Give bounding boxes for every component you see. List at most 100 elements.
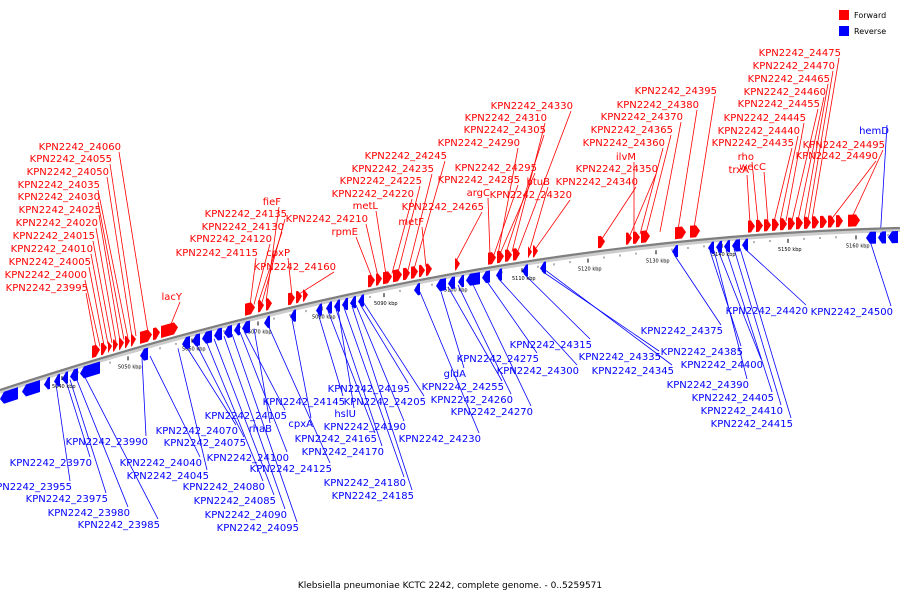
leader-line — [779, 135, 799, 222]
reverse-gene — [482, 270, 490, 284]
gene-label: KPN2242_24060 — [39, 142, 121, 153]
leader-line — [267, 324, 331, 464]
forward-gene — [376, 273, 382, 286]
scale-tick-label: 5060 kbp — [182, 347, 206, 353]
leader-line — [421, 226, 427, 267]
gene-label: KPN2242_24400 — [681, 360, 763, 371]
gene-label: KPN2242_24145 — [263, 397, 345, 408]
leader-line — [253, 243, 271, 305]
gene-label: KPN2242_24045 — [127, 471, 209, 482]
leader-line — [231, 333, 298, 523]
leader-line — [471, 282, 532, 407]
leader-line — [291, 319, 312, 419]
gene-label: wecC — [739, 162, 766, 173]
gene-label: KPN2242_24120 — [190, 234, 272, 245]
leader-line — [739, 248, 792, 419]
leader-line — [659, 121, 682, 232]
leader-line — [751, 161, 759, 223]
forward-gene — [820, 215, 827, 228]
gene-label: KPN2242_24125 — [250, 464, 332, 475]
leader-line — [355, 236, 373, 278]
forward-gene — [101, 342, 107, 356]
gene-labels: lacY KPN2242_23995 KPN2242_24000 KPN2242_24… — [0, 48, 893, 534]
forward-gene — [411, 266, 418, 279]
reverse-gene — [436, 278, 446, 292]
gene-label: KPN2242_23970 — [10, 458, 92, 469]
forward-gene — [788, 217, 795, 230]
leader-line — [693, 95, 716, 229]
reverse-gene — [496, 268, 502, 281]
forward-gene — [92, 344, 100, 358]
reverse-gene — [672, 245, 678, 258]
gene-label: KPN2242_23995 — [6, 283, 88, 294]
forward-gene — [533, 245, 538, 258]
leader-line — [265, 206, 280, 302]
gene-label: gldA — [444, 369, 466, 380]
gene-label: KPN2242_24210 — [286, 214, 368, 225]
reverse-gene — [140, 347, 148, 361]
forward-gene — [748, 220, 755, 233]
forward-gene — [804, 216, 811, 229]
gene-label: btuB — [527, 177, 551, 188]
leader-line — [239, 331, 288, 453]
leader-line — [601, 186, 637, 239]
gene-label: KPN2242_24030 — [18, 192, 100, 203]
gene-label: KPN2242_24470 — [753, 61, 835, 72]
forward-gene — [296, 290, 302, 304]
scale-tick-label: 5140 kbp — [712, 252, 736, 258]
leader-line — [523, 273, 591, 340]
leader-line — [109, 163, 137, 337]
reverse-gene — [54, 373, 60, 387]
scale-tick-label: 5040 kbp — [52, 384, 76, 390]
gene-label: KPN2242_24305 — [464, 125, 546, 136]
leader-line — [869, 240, 892, 307]
scale-tick-label: 5120 kbp — [578, 267, 602, 273]
forward-gene — [161, 322, 178, 338]
leader-line — [743, 247, 807, 306]
forward-gene — [403, 267, 410, 281]
reverse-gene — [466, 272, 480, 286]
gene-label: KPN2242_24005 — [9, 257, 91, 268]
gene-label: KPN2242_24245 — [365, 151, 447, 162]
leader-line — [375, 210, 387, 275]
gene-label: KPN2242_24225 — [340, 176, 422, 187]
gene-label: KPN2242_24090 — [205, 510, 287, 521]
gene-label: KPN2242_24165 — [295, 434, 377, 445]
gene-label: KPN2242_24235 — [352, 164, 434, 175]
genome-backbone — [0, 226, 900, 394]
leader-line — [253, 328, 271, 424]
reverse-gene — [414, 283, 420, 296]
forward-gene — [113, 339, 118, 352]
leader-line — [497, 147, 519, 255]
gene-label: KPN2242_24365 — [591, 125, 673, 136]
gene-label: KPN2242_24380 — [617, 100, 699, 111]
reverse-gene — [242, 320, 250, 334]
reverse-gene — [448, 276, 455, 289]
leader-line — [55, 383, 71, 482]
forward-gene — [125, 335, 130, 349]
leader-line — [88, 266, 105, 346]
gene-label: KPN2242_24265 — [402, 202, 484, 213]
leader-line — [185, 345, 237, 426]
leader-line — [397, 185, 421, 273]
forward-gene — [641, 230, 650, 243]
forward-gene — [455, 258, 460, 271]
gene-label: KPN2242_24170 — [302, 447, 384, 458]
forward-gene — [266, 298, 272, 311]
forward-gene — [119, 337, 124, 350]
leader-line — [851, 149, 884, 218]
reverse-gene — [22, 380, 40, 397]
reverse-gene — [342, 297, 348, 311]
leader-line — [763, 171, 769, 223]
leader-line — [457, 284, 512, 395]
leader-line — [243, 330, 286, 411]
reverse-gene — [202, 330, 212, 344]
leader-line — [807, 70, 834, 220]
scale-tick-label: 5080 kbp — [312, 314, 336, 320]
gene-label: KPN2242_24025 — [19, 205, 101, 216]
forward-gene — [626, 232, 632, 245]
gene-label: KPN2242_24160 — [254, 262, 336, 273]
gene-label: KPN2242_24460 — [744, 87, 826, 98]
gene-label: KPN2242_23955 — [0, 482, 72, 493]
leader-line — [75, 377, 129, 508]
